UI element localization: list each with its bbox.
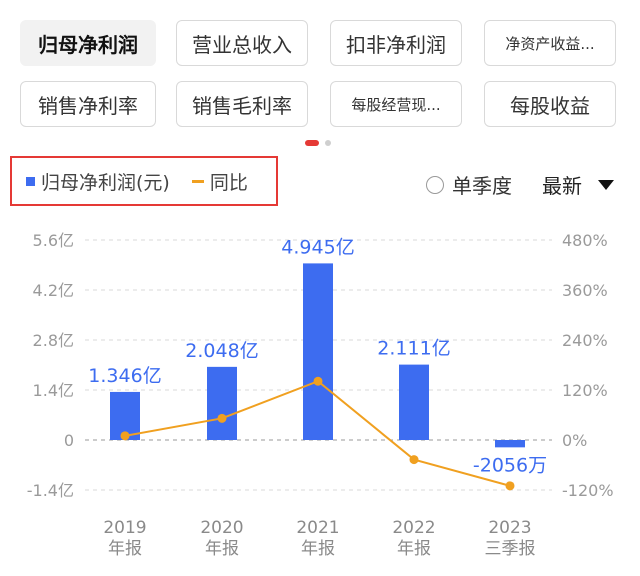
y-left-tick-label: 1.4亿: [33, 381, 74, 400]
x-tick-year: 2022: [392, 518, 435, 538]
x-tick-period: 三季报: [485, 539, 536, 559]
tab-total-revenue[interactable]: 营业总收入: [176, 20, 308, 66]
quarterly-toggle[interactable]: 单季度: [426, 170, 512, 199]
bar: [303, 263, 333, 440]
bar: [495, 440, 525, 448]
legend-bar-swatch: [26, 176, 35, 186]
tab-roe[interactable]: 净资产收益...: [484, 20, 616, 66]
bar-value-label: 2.111亿: [377, 338, 450, 360]
x-tick-year: 2019: [103, 518, 146, 538]
tab-operating-cashflow-per-share[interactable]: 每股经营现...: [330, 81, 462, 127]
yoy-point: [120, 431, 130, 441]
y-right-tick-label: 240%: [562, 331, 608, 350]
y-right-tick-label: 360%: [562, 281, 608, 300]
y-left-tick-label: -1.4亿: [27, 481, 74, 500]
page-dot[interactable]: [325, 140, 331, 146]
legend-line-swatch: [191, 179, 204, 183]
page-dot-active: [305, 140, 319, 146]
bar-value-label: 1.346亿: [88, 365, 161, 387]
period-dropdown[interactable]: 最新: [542, 170, 614, 199]
y-right-tick-label: -120%: [562, 481, 614, 500]
tab-gross-margin[interactable]: 销售毛利率: [176, 81, 308, 127]
y-right-tick-label: 480%: [562, 231, 608, 250]
page-indicator: [305, 140, 331, 146]
bar: [399, 364, 429, 440]
legend-bar-label: 归母净利润(元): [41, 171, 170, 194]
y-right-tick-label: 0%: [562, 431, 587, 450]
x-tick-period: 年报: [205, 539, 239, 559]
y-right-tick-label: 120%: [562, 381, 608, 400]
bar: [207, 366, 237, 440]
chart-legend: 归母净利润(元) 同比: [10, 156, 278, 206]
x-tick-year: 2020: [200, 518, 243, 538]
yoy-point: [505, 481, 515, 491]
y-left-tick-label: 0: [64, 431, 74, 450]
yoy-point: [217, 413, 227, 423]
period-dropdown-label: 最新: [542, 174, 582, 198]
bar-value-label: 4.945亿: [281, 236, 354, 258]
tab-deducted-net-profit[interactable]: 扣非净利润: [330, 20, 462, 66]
x-tick-period: 年报: [301, 539, 335, 559]
y-left-tick-label: 2.8亿: [33, 331, 74, 350]
x-tick-period: 年报: [108, 539, 142, 559]
bar-value-label: 2.048亿: [185, 340, 258, 362]
tab-eps[interactable]: 每股收益: [484, 81, 616, 127]
yoy-point: [409, 455, 419, 465]
caret-down-icon: [598, 179, 614, 190]
yoy-point: [313, 376, 323, 386]
tab-net-profit-parent[interactable]: 归母净利润: [20, 20, 156, 66]
x-tick-year: 2023: [488, 518, 531, 538]
x-tick-year: 2021: [296, 518, 339, 538]
y-left-tick-label: 4.2亿: [33, 281, 74, 300]
bar-value-label: -2056万: [473, 454, 547, 476]
x-tick-period: 年报: [397, 539, 431, 559]
tab-net-margin[interactable]: 销售净利率: [20, 81, 156, 127]
radio-icon[interactable]: [426, 175, 444, 194]
y-left-tick-label: 5.6亿: [33, 231, 74, 250]
quarterly-label: 单季度: [452, 174, 512, 198]
legend-line-label: 同比: [209, 171, 248, 194]
